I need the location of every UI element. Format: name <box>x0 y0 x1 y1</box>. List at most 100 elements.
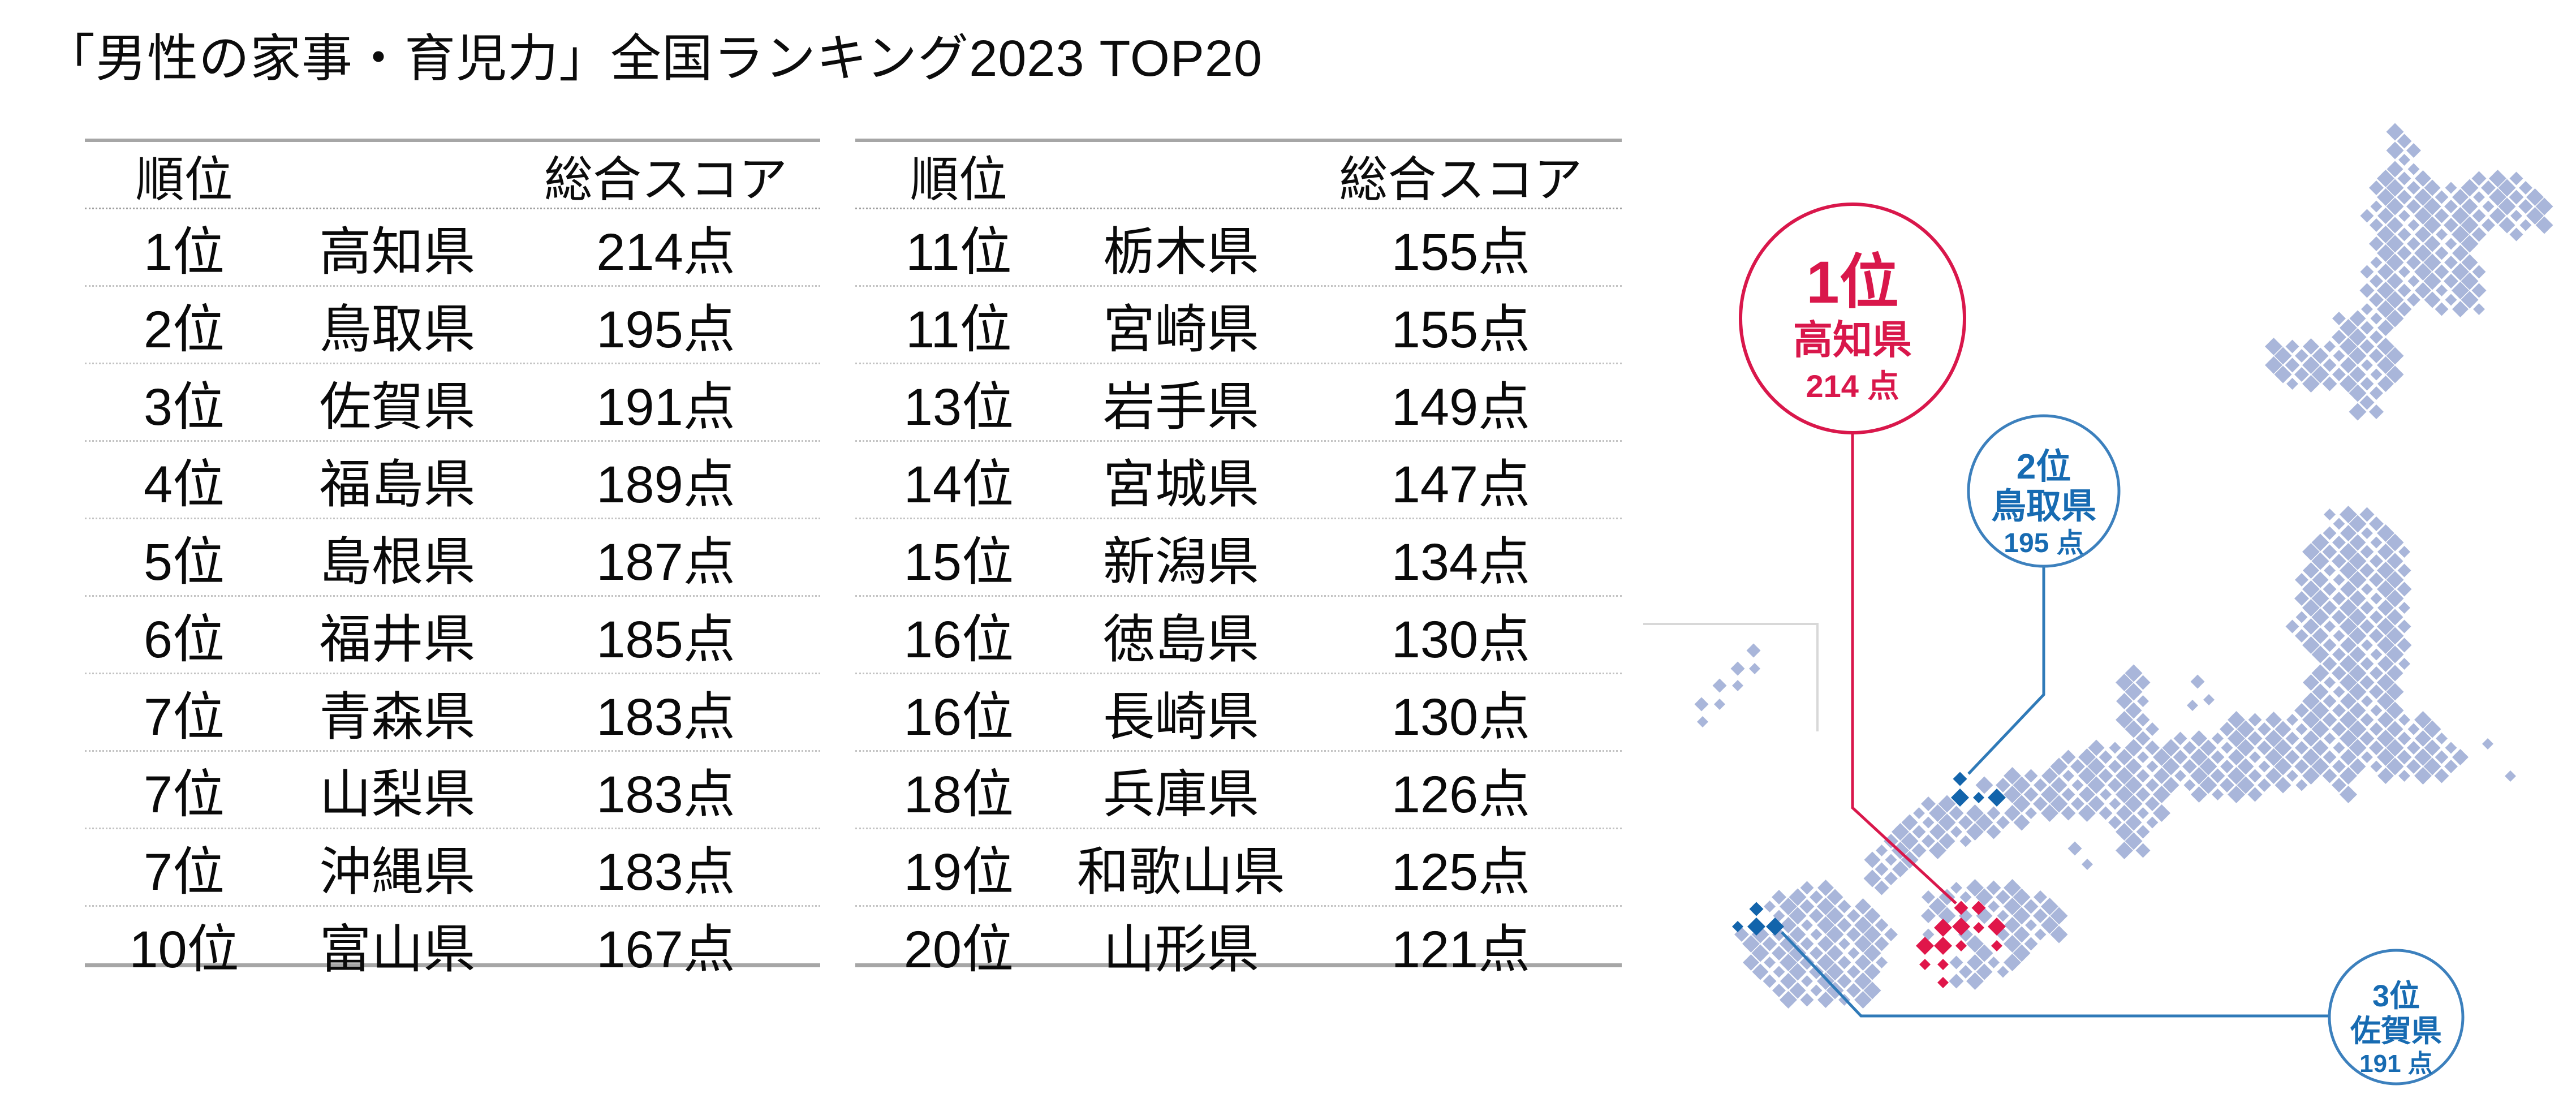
map-dot <box>2220 722 2234 736</box>
map-dot <box>2424 291 2441 308</box>
map-dot <box>2360 209 2374 223</box>
map-dot <box>2386 683 2404 701</box>
map-dot <box>2526 207 2544 225</box>
map-dot <box>2349 608 2367 626</box>
map-dot <box>1772 946 1786 960</box>
map-dot <box>2303 562 2319 579</box>
map-dot <box>2340 786 2357 803</box>
map-dot <box>2377 356 2394 374</box>
map-dot <box>2322 376 2337 391</box>
map-dot <box>1874 936 1889 951</box>
map-dot <box>2434 768 2449 783</box>
map-dot <box>2024 769 2038 783</box>
map-dot <box>2397 301 2412 317</box>
map-dot <box>2162 757 2180 776</box>
map-dot <box>1975 944 1993 962</box>
map-dot <box>1800 881 1814 895</box>
map-dot <box>1810 946 1823 960</box>
map-dot <box>1817 992 1834 1008</box>
map-dot <box>2324 621 2336 632</box>
map-dot <box>1837 899 1851 914</box>
map-dot <box>2377 768 2394 784</box>
score-cell: 189点 <box>596 455 735 514</box>
map-dot <box>2360 321 2374 335</box>
map-dot <box>2349 739 2367 757</box>
map-dot <box>2406 143 2421 158</box>
map-dot <box>2436 285 2448 296</box>
map-dot <box>2414 748 2432 766</box>
map-dot <box>2333 742 2345 754</box>
map-dot <box>2359 563 2375 578</box>
score-cell: 187点 <box>596 533 735 591</box>
map-dot <box>2509 171 2523 186</box>
map-dot <box>1922 816 1935 829</box>
map-dot <box>2349 702 2366 719</box>
map-dot <box>2424 179 2441 196</box>
map-dot <box>2220 760 2234 773</box>
map-dot <box>2452 207 2469 225</box>
map-dot <box>1951 789 1969 807</box>
map-dot <box>2191 730 2207 747</box>
score-cell: 183点 <box>596 843 735 901</box>
map-dot <box>2377 244 2394 262</box>
ranking-table-11-20: 順位 総合スコア 11位 栃木県 155点 11位 宮崎県 155点 13位 岩手県 149点 1… <box>855 139 1622 979</box>
map-dot <box>2312 627 2329 644</box>
map-dot <box>2078 804 2096 822</box>
map-dot <box>2415 170 2431 187</box>
map-dot <box>2452 189 2469 205</box>
map-dot <box>2332 722 2346 736</box>
map-dot <box>2183 741 2196 755</box>
map-dot <box>2302 580 2320 598</box>
map-dot <box>1764 957 1776 968</box>
map-dot <box>2265 356 2282 374</box>
map-dot <box>2489 208 2506 224</box>
map-dot <box>2452 263 2469 281</box>
map-dot <box>2361 303 2373 315</box>
map-dot <box>1772 984 1786 997</box>
map-dot <box>1789 963 1807 981</box>
map-dot <box>2312 571 2329 588</box>
map-dot <box>2461 272 2479 290</box>
map-dot <box>2303 730 2319 747</box>
callout-score: 195 点 <box>2004 528 2083 558</box>
map-dot <box>1973 792 1984 803</box>
map-dot <box>2340 674 2357 691</box>
map-dot <box>1954 901 1968 915</box>
map-dot <box>2370 554 2383 568</box>
map-dot <box>1950 826 1962 838</box>
map-dot <box>2125 702 2142 719</box>
map-dot <box>2398 714 2410 726</box>
map-dot <box>2370 368 2383 381</box>
map-dot <box>2135 731 2151 746</box>
prefecture-cell: 栃木県 <box>1102 223 1259 281</box>
map-dot <box>2311 533 2329 552</box>
map-dot <box>2407 163 2420 175</box>
map-dot <box>2340 618 2357 635</box>
map-dot <box>2116 711 2133 729</box>
rank-cell: 5位 <box>143 533 225 591</box>
map-dot <box>2286 714 2298 726</box>
map-dot <box>2024 937 2038 951</box>
map-dot <box>2386 365 2404 384</box>
table-row: 4位 福島県 189点 <box>85 440 820 518</box>
map-dot <box>2361 583 2373 595</box>
map-dot <box>1762 936 1777 951</box>
callout-rank: 3位 <box>2372 979 2420 1013</box>
prefecture-cell: 高知県 <box>319 223 476 281</box>
map-dot <box>2265 338 2282 355</box>
map-dot <box>2173 731 2187 746</box>
map-dot <box>1988 957 2000 968</box>
map-dot <box>1773 966 1785 978</box>
rank-cell: 2位 <box>143 300 225 359</box>
map-dot <box>2435 302 2449 316</box>
map-dot <box>2108 760 2122 773</box>
map-dot <box>1827 945 1843 962</box>
map-dot <box>1875 862 1889 876</box>
table-row: 7位 山梨県 183点 <box>85 750 820 828</box>
map-dot <box>2499 217 2515 234</box>
map-dot <box>1953 772 1967 786</box>
map-dot <box>1764 901 1776 912</box>
map-dot <box>2377 264 2394 280</box>
map-dot <box>2377 656 2394 672</box>
map-dot <box>2145 740 2160 755</box>
